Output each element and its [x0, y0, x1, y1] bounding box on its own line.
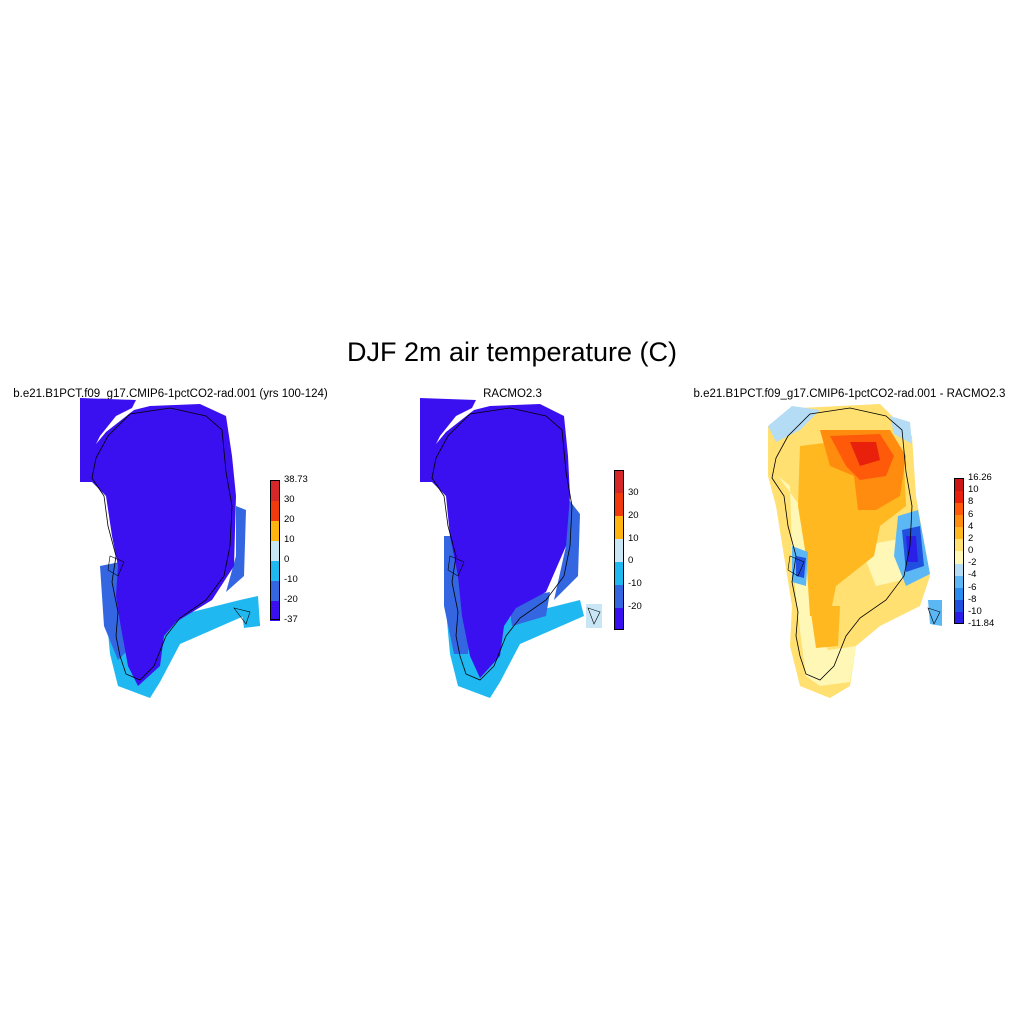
map-model	[80, 398, 260, 698]
colorbar-difference-box	[954, 478, 964, 624]
colorbar-swatch	[614, 470, 624, 494]
colorbar-model-box	[270, 480, 280, 620]
colorbar-swatch	[954, 575, 964, 588]
colorbar-swatch	[954, 490, 964, 503]
colorbar-swatch	[954, 538, 964, 552]
colorbar-tick-label: -8	[968, 593, 977, 605]
colorbar-tick-label: 4	[968, 520, 974, 532]
colorbar-swatch	[270, 540, 280, 561]
colorbar-swatch	[954, 587, 964, 601]
panel-title-model: b.e21.B1PCT.f09_g17.CMIP6-1pctCO2-rad.00…	[13, 388, 328, 400]
colorbar-swatch	[954, 526, 964, 540]
colorbar-swatch	[270, 580, 280, 601]
colorbar-tick-label: -10	[628, 578, 642, 590]
colorbar-swatch	[270, 500, 280, 521]
colorbar-racmo-box	[614, 470, 624, 630]
colorbar-tick-label: -4	[968, 569, 977, 581]
map-racmo	[420, 398, 602, 698]
colorbar-swatch	[614, 561, 624, 585]
colorbar-swatch	[954, 478, 964, 491]
map-coastline	[771, 407, 913, 681]
colorbar-tick-label: 8	[968, 496, 974, 508]
colorbar-swatch	[954, 611, 964, 625]
map-diff-pale	[778, 476, 920, 686]
panel-model: b.e21.B1PCT.f09_g17.CMIP6-1pctCO2-rad.00…	[0, 386, 345, 706]
colorbar-swatch	[954, 599, 964, 613]
colorbar-tick-label: 20	[284, 514, 295, 525]
map-coastline-islands	[107, 555, 251, 625]
colorbar-tick-label: 20	[628, 509, 639, 521]
map-east-island	[586, 604, 602, 628]
colorbar-tick-label: -20	[628, 601, 642, 613]
colorbar-model: 38.73 30 20 10 0 -10 -20 -37	[270, 475, 330, 625]
colorbar-tick-label: 0	[968, 545, 974, 556]
map-diff-cool-east	[792, 510, 930, 586]
colorbar-tick-label: -6	[968, 581, 977, 593]
map-ice-sheet	[80, 398, 236, 686]
colorbar-swatch	[954, 514, 964, 528]
colorbar-tick-label: 0	[628, 555, 634, 567]
panel-difference: b.e21.B1PCT.f09_g17.CMIP6-1pctCO2-rad.00…	[680, 386, 1024, 706]
map-diff-max	[850, 442, 880, 466]
map-diff-coldest	[906, 536, 918, 562]
colorbar-tick-label: 10	[968, 484, 979, 496]
colorbar-tick-label: -11.84	[968, 618, 995, 629]
map-diff-cold-east	[796, 526, 924, 578]
colorbar-tick-label: 16.26	[968, 472, 992, 483]
colorbar-swatch	[954, 563, 964, 576]
map-difference	[768, 404, 942, 698]
colorbar-tick-label: 6	[968, 508, 974, 520]
panel-title-difference: b.e21.B1PCT.f09_g17.CMIP6-1pctCO2-rad.00…	[693, 388, 1006, 400]
colorbar-swatch	[614, 492, 624, 517]
colorbar-difference: 16.26 10 8 6 4 2 0 -2 -4 -6 -8 -10 -11.84	[954, 473, 1014, 629]
colorbar-tick-label: 2	[968, 532, 974, 544]
colorbar-tick-label: 38.73	[284, 474, 308, 485]
colorbar-racmo: 30 20 10 0 -10 -20	[614, 470, 674, 631]
colorbar-swatch	[270, 560, 280, 581]
map-mid-cells	[100, 506, 246, 660]
panel-racmo: RACMO2.3 30 20 10 0 -10 -20	[340, 386, 685, 706]
map-mid-cells	[444, 496, 580, 654]
colorbar-swatch	[270, 480, 280, 501]
map-diff-islands	[928, 600, 942, 626]
map-coastline	[91, 407, 233, 681]
map-coastline-islands	[447, 555, 601, 625]
colorbar-swatch	[270, 520, 280, 541]
map-coastline	[431, 407, 573, 681]
colorbar-swatch	[270, 600, 280, 621]
map-ice-sheet	[420, 398, 570, 678]
colorbar-swatch	[614, 607, 624, 631]
colorbar-tick-label: -10	[968, 605, 982, 617]
colorbar-swatch	[614, 515, 624, 540]
colorbar-tick-label: 10	[628, 532, 639, 544]
panel-title-racmo: RACMO2.3	[483, 388, 542, 400]
colorbar-tick-label: 30	[628, 486, 639, 498]
figure-title: DJF 2m air temperature (C)	[346, 337, 678, 367]
colorbar-swatch	[954, 502, 964, 515]
colorbar-swatch	[614, 538, 624, 562]
colorbar-swatch	[614, 584, 624, 608]
colorbar-swatch	[954, 551, 964, 564]
map-coastline-islands	[787, 555, 941, 625]
colorbar-tick-label: -2	[968, 557, 977, 569]
colorbar-tick-label: 0	[284, 554, 290, 565]
colorbar-tick-label: -10	[284, 574, 298, 585]
colorbar-tick-label: 30	[284, 494, 295, 505]
colorbar-tick-label: 10	[284, 534, 295, 545]
colorbar-tick-label: -37	[284, 614, 298, 625]
map-diff-cool-north	[768, 406, 912, 444]
colorbar-tick-label: -20	[284, 594, 298, 605]
